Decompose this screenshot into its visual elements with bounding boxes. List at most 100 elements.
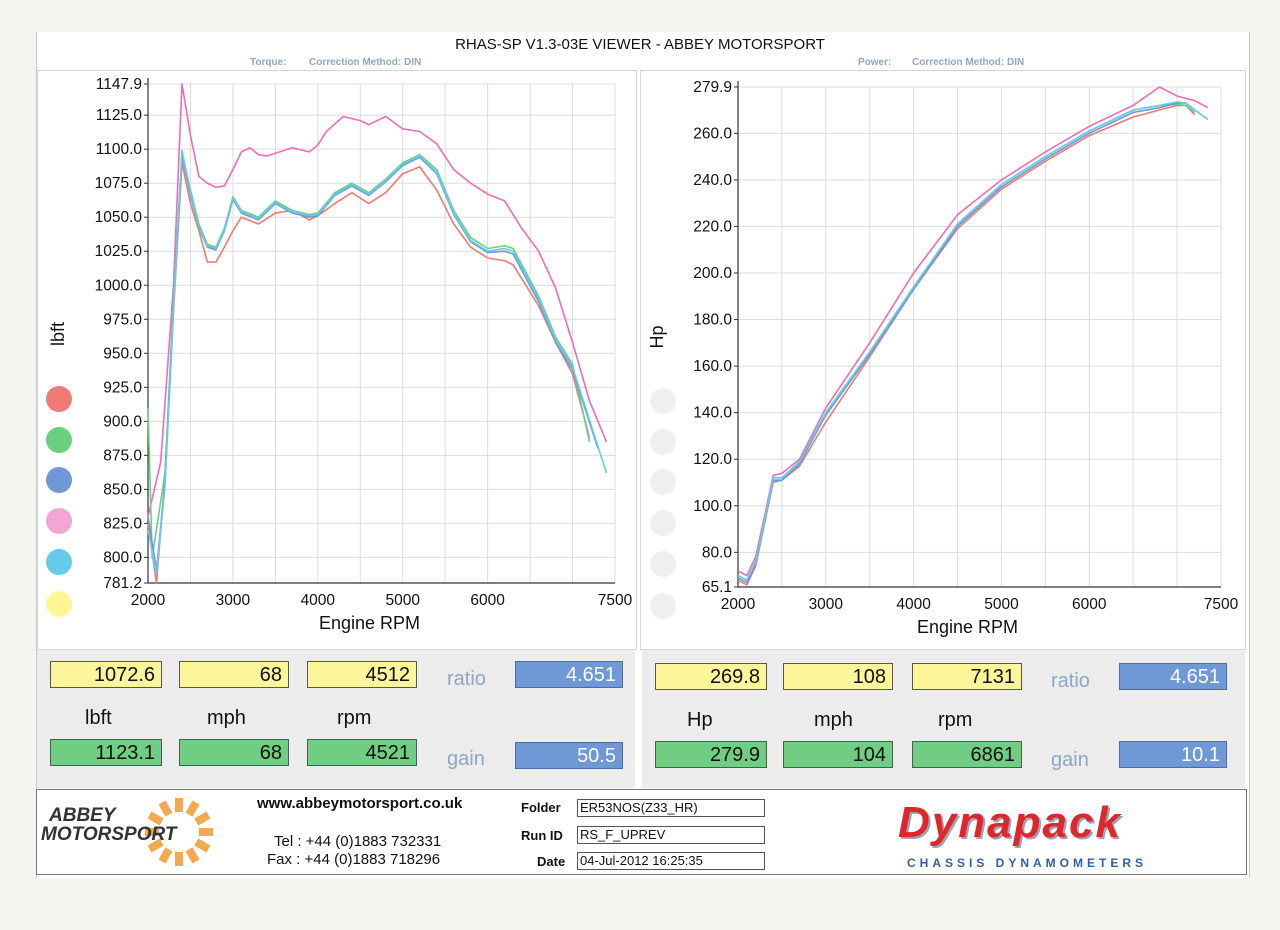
y-tick-label: 825.0	[103, 515, 142, 532]
dynapack-logo: Dynapack	[898, 798, 1122, 847]
series-line-2	[737, 104, 1196, 586]
logo-word-motorsport: MOTORSPORT	[41, 824, 178, 845]
footer-fax: Fax : +44 (0)1883 718296	[267, 851, 441, 868]
torque-rpm-1: 4512	[307, 661, 417, 688]
sun-ray-shape	[194, 838, 211, 853]
torque-gain-value: 50.5	[515, 742, 623, 769]
power-value-1: 269.8	[655, 663, 767, 690]
y-axis-label: lbft	[48, 322, 68, 346]
x-tick-label: 5000	[385, 592, 420, 609]
legend-swatch-pink[interactable]	[46, 508, 72, 534]
legend-swatch-2[interactable]	[650, 429, 676, 455]
y-tick-label: 925.0	[103, 379, 142, 396]
power-chart: 279.9 260.0 240.0 220.0 200.0 180.0 160.0 140.0…	[647, 79, 1239, 637]
torque-mph-1: 68	[179, 661, 289, 688]
legend-swatch-red[interactable]	[46, 386, 72, 412]
torque-rpm-2: 4521	[307, 739, 417, 766]
power-value-2: 279.9	[655, 741, 767, 768]
footer-tel: Tel : +44 (0)1883 732331	[274, 833, 442, 850]
x-tick-label: 3000	[216, 592, 251, 609]
runid-label: Run ID	[521, 828, 563, 843]
series-line-5	[147, 149, 608, 575]
x-tick-label: 2000	[131, 592, 166, 609]
y-tick-label: 240.0	[693, 172, 732, 189]
x-tick-label: 4000	[301, 592, 336, 609]
y-tick-label: 1125.0	[96, 107, 143, 124]
power-ratio-label: ratio	[1051, 670, 1090, 692]
legend-swatch-6[interactable]	[650, 593, 676, 619]
legend-swatch-4[interactable]	[650, 510, 676, 536]
sun-ray-shape	[175, 798, 183, 812]
power-unit-label: Hp	[687, 709, 713, 731]
series-line-2	[147, 162, 591, 585]
y-tick-label: 180.0	[693, 312, 732, 329]
power-rpm-label: rpm	[938, 709, 973, 731]
torque-chart-panel: 1147.9 1125.0 1100.0 1075.0 1050.0 1025.0 1000…	[37, 70, 637, 650]
legend-swatch-green[interactable]	[46, 427, 72, 453]
legend-swatch-3[interactable]	[650, 469, 676, 495]
x-tick-label: 6000	[470, 592, 505, 609]
legend-swatch-yellow[interactable]	[46, 591, 72, 617]
torque-correction-method: Correction Method: DIN	[309, 57, 422, 68]
torque-gain-label: gain	[447, 748, 485, 770]
torque-mph-label: mph	[207, 707, 246, 729]
y-tick-label: 875.0	[103, 447, 142, 464]
y-tick-label: 80.0	[702, 544, 733, 561]
footer: ABBEY MOTORSPORT www.abbeymotorsport.co.…	[36, 789, 1247, 875]
series-line-4	[737, 102, 1209, 584]
y-tick-label: 279.9	[693, 79, 732, 96]
y-tick-label: 220.0	[693, 218, 732, 235]
power-subtitle: Power:	[858, 57, 892, 68]
torque-value-2: 1123.1	[50, 739, 162, 766]
date-field: 04-Jul-2012 16:25:35	[577, 852, 765, 870]
abbey-motorsport-logo: ABBEY MOTORSPORT	[41, 798, 213, 866]
legend-swatch-1[interactable]	[650, 388, 676, 414]
x-axis-label: Engine RPM	[319, 613, 420, 633]
footer-website[interactable]: www.abbeymotorsport.co.uk	[257, 795, 463, 812]
torque-rpm-label: rpm	[337, 707, 372, 729]
sun-ray-shape	[199, 828, 213, 836]
torque-value-1: 1072.6	[50, 661, 162, 688]
y-tick-label: 850.0	[103, 481, 142, 498]
series-line-5	[737, 101, 1209, 581]
y-tick-label: 260.0	[693, 125, 732, 142]
x-tick-label: 3000	[809, 596, 844, 613]
sun-ray-shape	[158, 847, 173, 864]
date-label: Date	[537, 854, 566, 869]
power-gain-value: 10.1	[1119, 741, 1227, 768]
dynapack-subtitle: CHASSIS DYNAMOMETERS	[907, 856, 1148, 870]
folder-label: Folder	[521, 800, 561, 815]
x-tick-label: 4000	[896, 596, 931, 613]
sun-ray-shape	[185, 800, 200, 817]
sun-ray-shape	[145, 828, 159, 836]
x-tick-label: 2000	[721, 596, 756, 613]
y-tick-label: 140.0	[693, 405, 732, 422]
logo-word-abbey: ABBEY	[48, 805, 118, 826]
x-tick-label: 6000	[1072, 596, 1107, 613]
power-mph-2: 104	[783, 741, 893, 768]
power-gain-label: gain	[1051, 749, 1089, 771]
legend-swatch-blue[interactable]	[46, 467, 72, 493]
y-tick-label: 900.0	[103, 413, 142, 430]
torque-ratio-value: 4.651	[515, 661, 623, 688]
legend-swatch-5[interactable]	[650, 551, 676, 577]
x-tick-label: 7500	[1204, 596, 1239, 613]
folder-field: ER53NOS(Z33_HR)	[577, 799, 765, 817]
torque-ratio-label: ratio	[447, 668, 486, 690]
torque-chart: 1147.9 1125.0 1100.0 1075.0 1050.0 1025.0 1000…	[48, 76, 633, 633]
sun-ray-shape	[175, 852, 183, 866]
sun-logo-icon: ABBEY MOTORSPORT	[41, 798, 213, 866]
y-tick-label: 1025.0	[95, 243, 143, 260]
y-tick-label: 160.0	[693, 358, 732, 375]
y-tick-label: 100.0	[693, 498, 732, 515]
y-tick-label: 120.0	[693, 451, 732, 468]
y-tick-label: 950.0	[103, 345, 142, 362]
y-tick-label: 1100.0	[96, 141, 143, 158]
x-tick-label: 7500	[598, 592, 633, 609]
power-mph-label: mph	[814, 709, 853, 731]
x-tick-label: 5000	[984, 596, 1019, 613]
y-tick-label: 975.0	[103, 311, 142, 328]
y-tick-label: 1000.0	[95, 277, 143, 294]
legend-swatch-cyan[interactable]	[46, 549, 72, 575]
y-tick-label: 800.0	[103, 549, 142, 566]
